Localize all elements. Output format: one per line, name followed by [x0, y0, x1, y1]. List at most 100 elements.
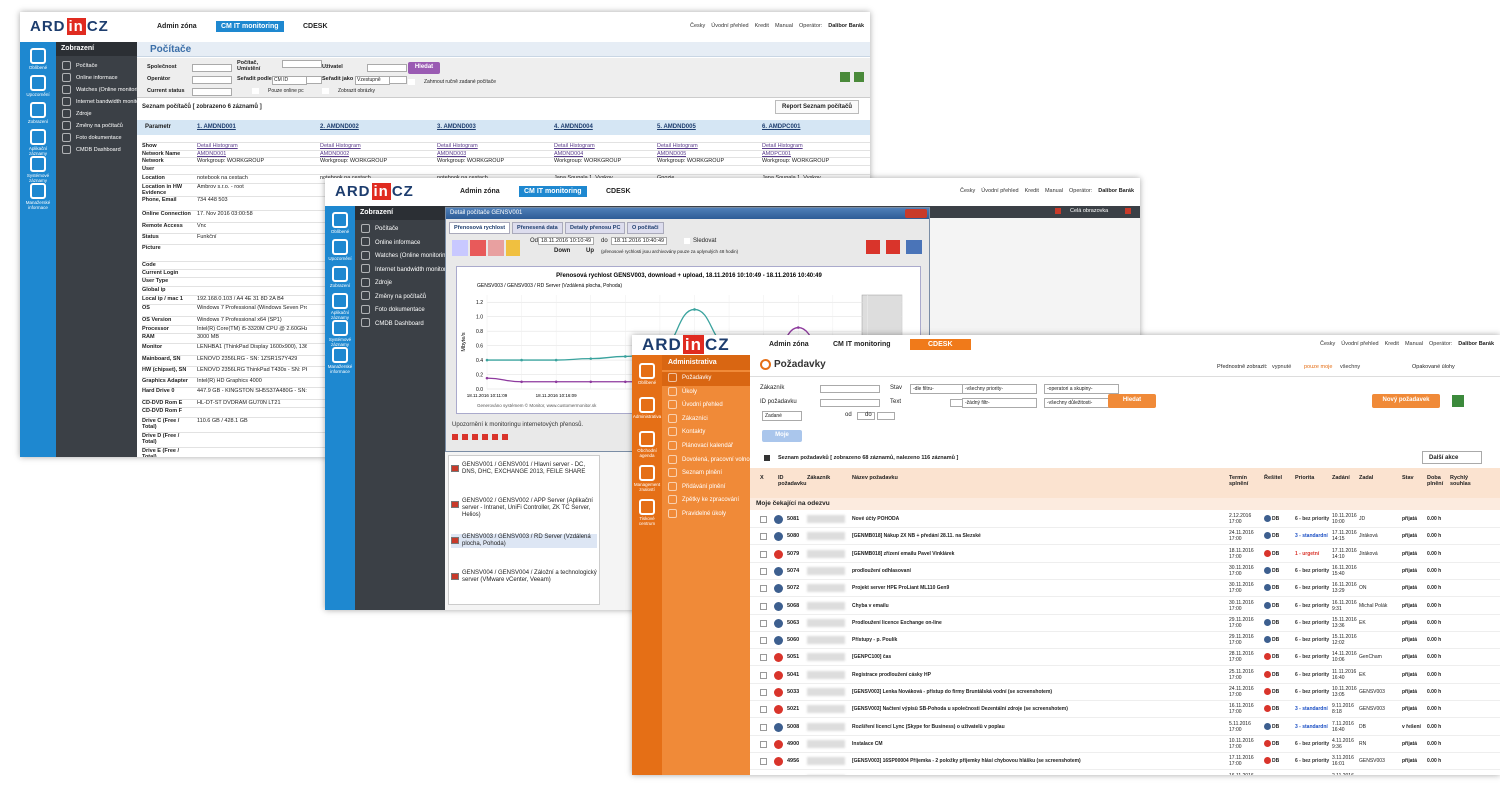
- cell-name[interactable]: prodloužení odhlasovaní: [852, 567, 911, 574]
- to-input[interactable]: 18.11.2016 10:40:49: [611, 237, 668, 245]
- mine-button[interactable]: Moje: [762, 430, 802, 442]
- cell-name[interactable]: Rozšíření licencí Lync (Skype for Busine…: [852, 723, 1005, 730]
- menu-item[interactable]: Internet bandwidth monitor: [56, 96, 137, 108]
- nav-item[interactable]: CDESK: [910, 339, 971, 350]
- sidebar-item[interactable]: Manažerské informace: [325, 347, 355, 374]
- cell-name[interactable]: [GENMB018] zřízení emailu Pavel Vinkláre…: [852, 550, 955, 557]
- input[interactable]: [192, 88, 232, 96]
- user[interactable]: Dalibor Barák: [1098, 188, 1134, 194]
- menu-item[interactable]: Foto dokumentace: [355, 304, 445, 318]
- row-checkbox[interactable]: [760, 516, 767, 523]
- sidebar-item[interactable]: Administrativa: [632, 397, 662, 420]
- request-id[interactable]: 5063: [787, 619, 800, 626]
- menu-item[interactable]: Seznam plnění: [662, 467, 750, 481]
- menu-item[interactable]: Dovolená, pracovní volno: [662, 454, 750, 468]
- input[interactable]: [820, 385, 880, 393]
- input[interactable]: [192, 76, 232, 84]
- request-id[interactable]: 4956: [787, 758, 800, 765]
- sidebar-item[interactable]: Tiskové centrum: [632, 499, 662, 526]
- request-id[interactable]: 4900: [787, 740, 800, 747]
- menu-item[interactable]: CMDB Dashboard: [56, 144, 137, 156]
- menu-item[interactable]: Zpětky ke zpracování: [662, 494, 750, 508]
- actions[interactable]: [866, 240, 922, 254]
- row-checkbox[interactable]: [760, 654, 767, 662]
- report-button[interactable]: Report Seznam počítačů: [775, 100, 860, 114]
- excel-button[interactable]: [1452, 395, 1464, 407]
- row-checkbox[interactable]: [760, 550, 767, 558]
- row-checkbox[interactable]: [760, 619, 767, 627]
- menu-item[interactable]: CMDB Dashboard: [355, 318, 445, 332]
- user[interactable]: Dalibor Barák: [1458, 341, 1494, 347]
- checkbox[interactable]: Pouze online pc: [252, 88, 304, 94]
- select[interactable]: Zadané: [762, 411, 802, 421]
- cell-name[interactable]: Nové účty POHODA: [852, 516, 900, 522]
- prefer-option[interactable]: pouze moje: [1304, 364, 1333, 370]
- request-id[interactable]: 5081: [787, 516, 800, 522]
- top-link[interactable]: Česky: [1319, 341, 1336, 347]
- request-id[interactable]: 5060: [787, 637, 800, 644]
- top-link[interactable]: Kredit: [1024, 188, 1039, 194]
- sidebar-item[interactable]: Upozornění: [20, 75, 56, 98]
- search-button[interactable]: Hledat: [408, 62, 440, 74]
- select[interactable]: CM ID: [272, 76, 307, 85]
- input[interactable]: [857, 412, 875, 420]
- user[interactable]: Dalibor Barák: [828, 23, 864, 29]
- checkbox[interactable]: Zobrazit obrázky: [322, 88, 375, 94]
- input[interactable]: [282, 60, 322, 68]
- sidebar-item[interactable]: Oblíbené: [20, 48, 56, 71]
- sidebar-item[interactable]: Aplikační záznamy: [20, 129, 56, 156]
- nav-item[interactable]: CM IT monitoring: [216, 21, 284, 32]
- nav-item[interactable]: CM IT monitoring: [833, 341, 891, 348]
- request-id[interactable]: 5021: [787, 706, 800, 713]
- top-link[interactable]: Manual: [1044, 188, 1063, 194]
- nav-item[interactable]: CDESK: [303, 23, 328, 30]
- tab[interactable]: Detaily přenosu PC: [565, 222, 626, 234]
- menu-item[interactable]: Online informace: [56, 72, 137, 84]
- menu-item[interactable]: Úvodní přehled: [662, 399, 750, 413]
- cell-name[interactable]: [GENPC100] čas: [852, 654, 892, 661]
- sidebar-item[interactable]: Systémové záznamy: [325, 320, 355, 347]
- request-id[interactable]: 5080: [787, 533, 800, 540]
- sidebar-item[interactable]: Management znalostí: [632, 465, 662, 492]
- menu-item[interactable]: Watches (Online monitoring): [56, 84, 137, 96]
- request-id[interactable]: 5072: [787, 585, 800, 592]
- row-checkbox[interactable]: [760, 740, 767, 748]
- top-link[interactable]: Úvodní přehled: [981, 188, 1019, 194]
- top-link[interactable]: Úvodní přehled: [1341, 341, 1379, 347]
- nav-item[interactable]: CDESK: [606, 188, 631, 195]
- menu-item[interactable]: Požadavky: [662, 372, 750, 386]
- recurring[interactable]: Opakované úlohy: [1412, 364, 1455, 370]
- nav-item[interactable]: Admin zóna: [460, 188, 500, 195]
- menu-item[interactable]: Změny na počítačů: [56, 120, 137, 132]
- cell-name[interactable]: Registrace prodloužení cásky HP: [852, 671, 931, 678]
- window-controls[interactable]: [905, 209, 927, 218]
- request-id[interactable]: 5051: [787, 654, 800, 661]
- cell-name[interactable]: [GENSV003] Načtení výpisů SB-Pohoda u sp…: [852, 706, 1068, 713]
- server-item[interactable]: GENSV003 / GENSV003 / RD Server (Vzdálen…: [451, 534, 597, 548]
- menu-item[interactable]: Online informace: [355, 237, 445, 251]
- row-checkbox[interactable]: [760, 671, 767, 679]
- select[interactable]: Vzestupně: [355, 76, 390, 85]
- cell-name[interactable]: Přístupy - p. Poulík: [852, 637, 898, 644]
- input[interactable]: [367, 64, 407, 72]
- select[interactable]: -žádný filtr-: [962, 398, 1037, 408]
- sidebar-item[interactable]: Systémové záznamy: [20, 156, 56, 183]
- nav-item[interactable]: Admin zóna: [769, 341, 809, 348]
- row-checkbox[interactable]: [760, 706, 767, 714]
- cell-name[interactable]: [GENSV003] 16SP00004 Příjemka - 2 položk…: [852, 758, 1081, 765]
- up[interactable]: Up: [586, 248, 594, 254]
- menu-item[interactable]: Úkoly: [662, 386, 750, 400]
- row-checkbox[interactable]: [760, 723, 767, 731]
- menu-item[interactable]: Plánovací kalendář: [662, 440, 750, 454]
- menu-item[interactable]: Kontakty: [662, 426, 750, 440]
- watch[interactable]: Sledovat: [684, 238, 716, 244]
- export-icons[interactable]: [840, 72, 864, 82]
- sidebar-item[interactable]: Manažerské informace: [20, 183, 56, 210]
- sidebar-item[interactable]: Oblíbené: [632, 363, 662, 386]
- cell-name[interactable]: Instalace CM: [852, 740, 883, 747]
- input[interactable]: [192, 64, 232, 72]
- server-item[interactable]: GENSV001 / GENSV001 / Hlavní server - DC…: [451, 462, 597, 476]
- top-link[interactable]: Úvodní přehled: [711, 23, 749, 29]
- select[interactable]: -operatori a skupiny-: [1044, 384, 1119, 394]
- menu-item[interactable]: Počítače: [355, 223, 445, 237]
